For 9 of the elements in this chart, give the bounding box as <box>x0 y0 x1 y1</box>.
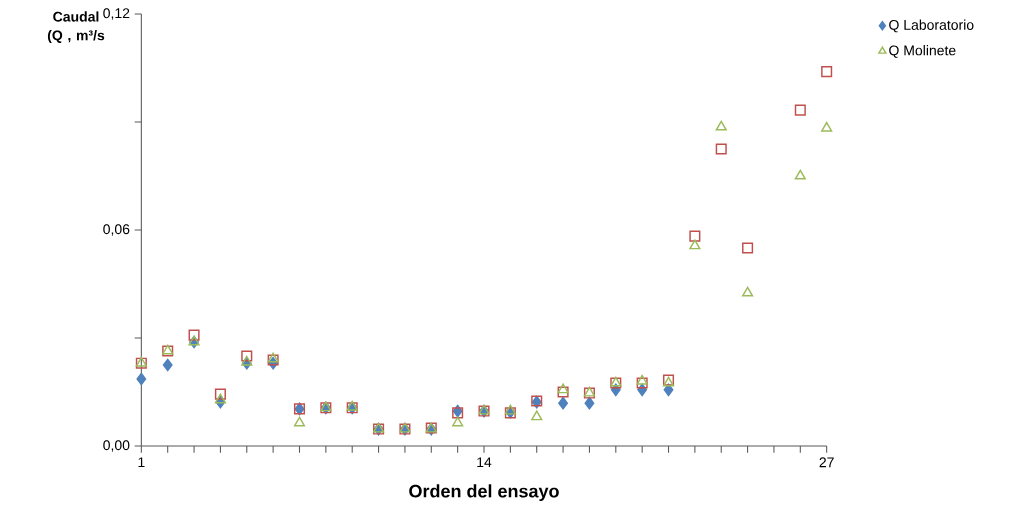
x-tick-label: 14 <box>477 457 492 467</box>
x-tick-label: 27 <box>819 457 834 468</box>
x-axis-title: Orden del ensayo <box>409 484 559 502</box>
y-tick-label: 0,06 <box>103 224 130 236</box>
y-tick-label: 0,00 <box>103 440 130 452</box>
x-tick-label: 1 <box>138 457 145 467</box>
legend-label: Q Laboratorio <box>889 19 974 33</box>
y-tick-label: 0,12 <box>103 8 130 20</box>
legend-label: Q Molinete <box>889 45 956 58</box>
